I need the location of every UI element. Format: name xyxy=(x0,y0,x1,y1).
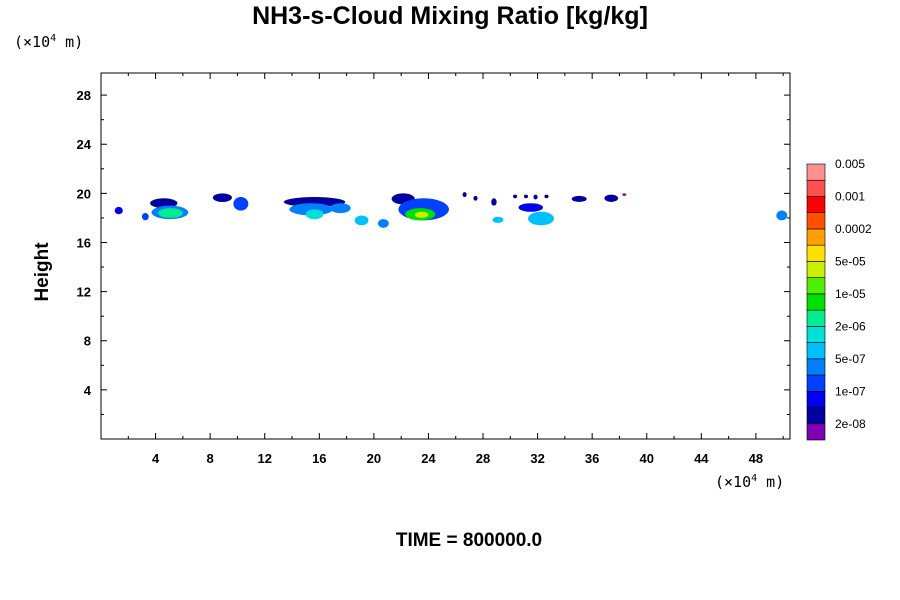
colorbar-swatch-7 xyxy=(806,309,826,327)
y-tick-label: 4 xyxy=(84,383,92,398)
cloud-blob-1 xyxy=(141,213,149,221)
cloud-blob-29 xyxy=(544,194,549,199)
cloud-blob-0 xyxy=(114,206,123,215)
x-tick-label: 24 xyxy=(421,451,436,466)
colorbar-swatch-9 xyxy=(806,277,826,295)
cloud-blob-21 xyxy=(604,194,619,202)
cloud-blob-19 xyxy=(528,211,554,226)
colorbar-label: 0.001 xyxy=(835,189,865,203)
x-tick-label: 20 xyxy=(367,451,381,466)
cloud-blob-2 xyxy=(150,198,178,209)
cloud-field xyxy=(114,192,788,228)
colorbar-swatch-5 xyxy=(806,342,826,360)
colorbar-label: 1e-05 xyxy=(835,287,866,301)
colorbar-label: 5e-05 xyxy=(835,254,866,268)
colorbar-label: 0.0002 xyxy=(835,222,872,236)
x-tick-label: 8 xyxy=(207,451,214,466)
x-tick-label: 28 xyxy=(476,451,490,466)
colorbar-swatch-6 xyxy=(806,326,826,343)
cloud-blob-28 xyxy=(533,194,538,200)
colorbar-swatch-8 xyxy=(806,293,826,311)
x-tick-label: 48 xyxy=(749,451,763,466)
colorbar-swatch-3 xyxy=(806,374,826,392)
cloud-blob-18 xyxy=(518,203,544,212)
cloud-blob-17 xyxy=(492,216,504,223)
y-tick-label: 24 xyxy=(77,137,92,152)
colorbar-swatch-2 xyxy=(806,390,826,408)
cloud-blob-16 xyxy=(414,211,429,218)
colorbar-label: 0.005 xyxy=(835,157,865,171)
colorbar-swatch-11 xyxy=(806,244,826,262)
y-tick-label: 16 xyxy=(77,235,91,250)
x-tick-label: 4 xyxy=(152,451,160,466)
cloud-blob-6 xyxy=(233,197,249,211)
y-tick-label: 28 xyxy=(77,88,91,103)
chart-title: NH3-s-Cloud Mixing Ratio [kg/kg] xyxy=(252,2,648,30)
cloud-blob-12 xyxy=(377,219,389,228)
cloud-blob-4 xyxy=(158,208,183,218)
colorbar-label: 2e-08 xyxy=(835,417,866,431)
cloud-blob-30 xyxy=(622,193,627,196)
cloud-blob-26 xyxy=(513,194,518,199)
cloud-blob-24 xyxy=(473,195,478,201)
y-tick-label: 20 xyxy=(77,186,91,201)
colorbar-swatch-0 xyxy=(806,423,826,441)
x-tick-label: 40 xyxy=(640,451,654,466)
colorbar-label: 1e-07 xyxy=(835,384,866,398)
x-tick-label: 44 xyxy=(694,451,709,466)
y-tick-label: 12 xyxy=(77,285,91,300)
colorbar-swatch-10 xyxy=(806,261,826,278)
x-tick-label: 32 xyxy=(530,451,544,466)
plot-frame xyxy=(100,72,791,440)
colorbar: 2e-08 1e-07 5e-07 2e-06 1e-05 5e-05 0.0002 0.00… xyxy=(806,157,872,441)
cloud-blob-27 xyxy=(523,194,529,199)
cloud-blob-11 xyxy=(354,215,369,226)
colorbar-swatch-13 xyxy=(806,212,826,230)
cloud-blob-22 xyxy=(776,210,788,221)
colorbar-label: 2e-06 xyxy=(835,319,866,333)
cloud-blob-23 xyxy=(462,192,467,198)
colorbar-swatch-1 xyxy=(806,407,826,425)
colorbar-swatch-16 xyxy=(806,163,826,181)
cloud-blob-20 xyxy=(571,195,587,202)
colorbar-swatch-4 xyxy=(806,358,826,376)
colorbar-swatch-12 xyxy=(806,228,826,246)
y-tick-label: 8 xyxy=(84,334,91,349)
cloud-blob-10 xyxy=(330,203,351,214)
x-tick-label: 16 xyxy=(312,451,326,466)
cloud-blob-5 xyxy=(212,193,232,202)
cloud-blob-25 xyxy=(491,198,497,206)
colorbar-swatch-15 xyxy=(806,179,826,197)
colorbar-swatch-14 xyxy=(806,196,826,214)
x-tick-label: 12 xyxy=(257,451,271,466)
x-axis-unit: (×104 m) xyxy=(715,473,785,491)
time-label: TIME = 800000.0 xyxy=(395,530,543,551)
x-tick-label: 36 xyxy=(585,451,599,466)
cloud-blob-9 xyxy=(305,209,324,220)
y-axis-unit: (×104 m) xyxy=(14,33,84,51)
colorbar-label: 5e-07 xyxy=(835,352,866,366)
